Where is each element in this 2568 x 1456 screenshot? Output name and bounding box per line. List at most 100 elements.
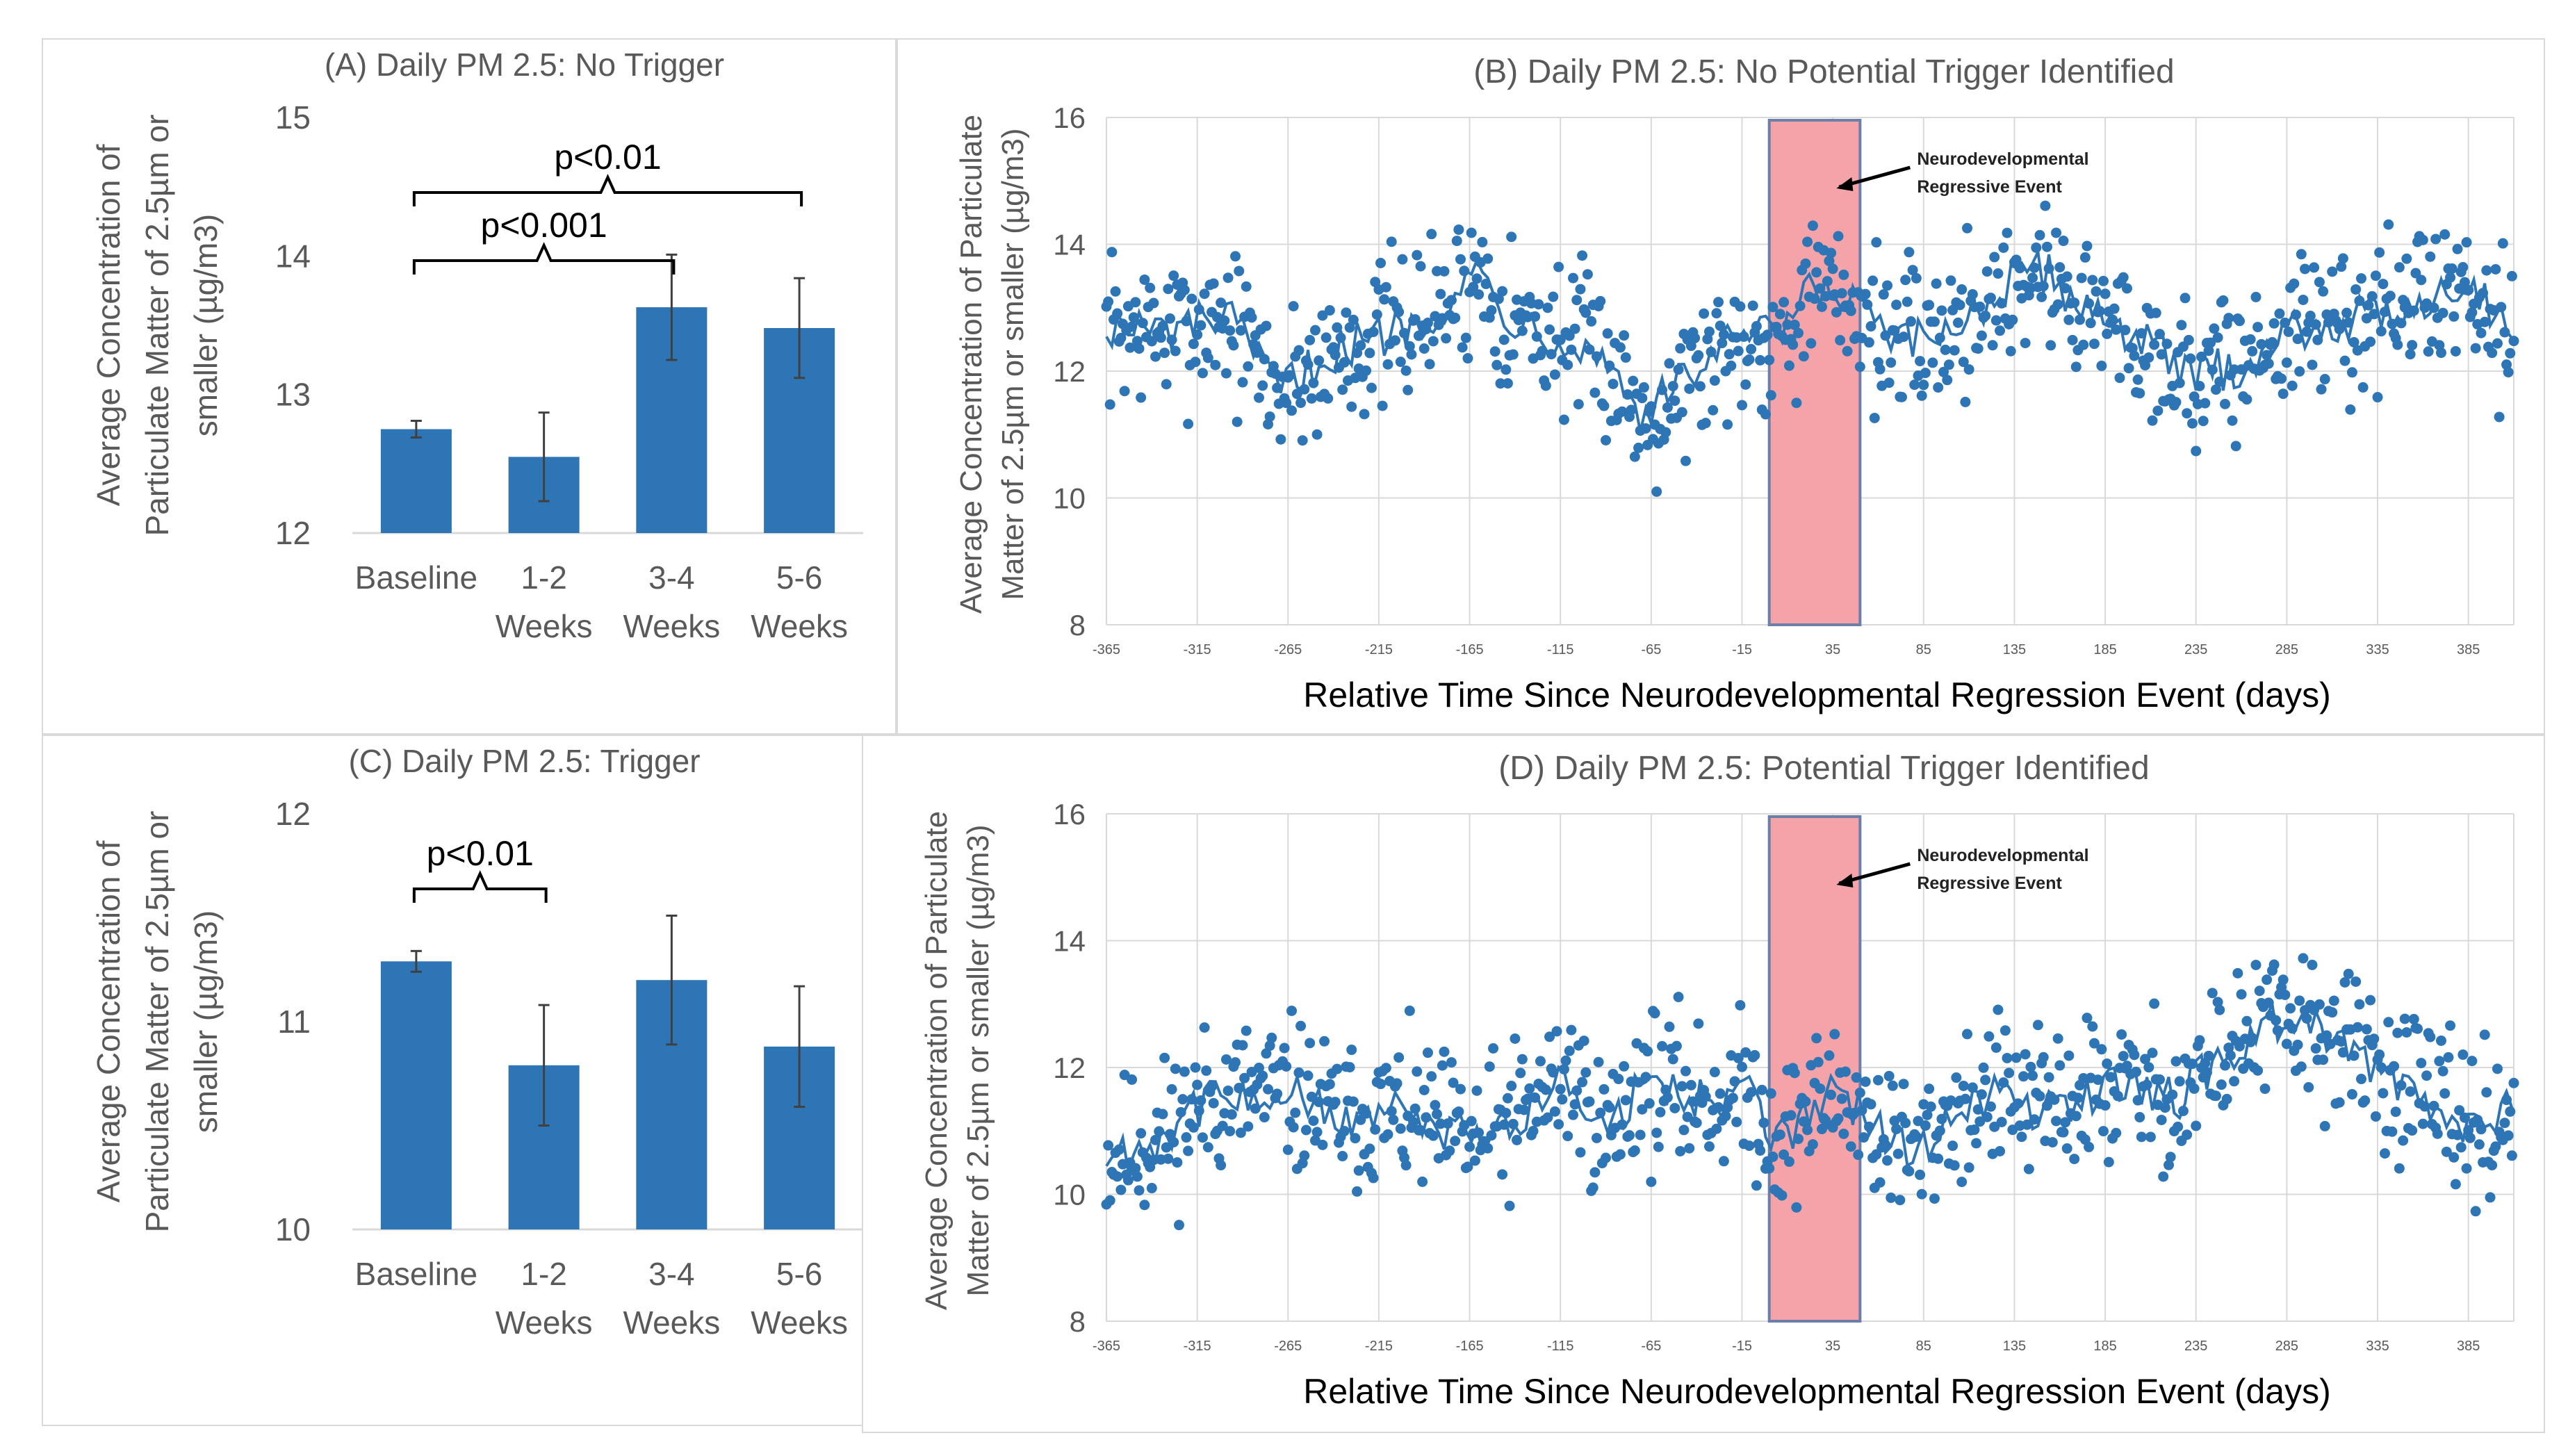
data-point — [1549, 369, 1560, 380]
data-point — [1286, 1005, 1298, 1016]
data-point — [1163, 1153, 1174, 1164]
data-point — [1166, 1083, 1177, 1095]
data-point — [1614, 342, 1626, 353]
data-point — [1388, 1114, 1399, 1125]
data-point — [2034, 229, 2045, 240]
data-point — [1519, 1104, 1530, 1115]
x-tick-label: -215 — [1365, 642, 1393, 657]
data-point — [1450, 312, 1461, 323]
data-point — [2281, 1038, 2292, 1049]
data-point — [1833, 231, 1844, 242]
data-point — [1751, 1180, 1762, 1191]
data-point — [2147, 415, 2158, 426]
data-point — [1867, 275, 1879, 286]
data-point — [1448, 1077, 1459, 1088]
data-point — [1990, 1042, 2002, 1053]
data-point — [1602, 328, 1613, 339]
x-tick-label: -115 — [1547, 1339, 1574, 1354]
significance-bracket — [412, 242, 676, 275]
data-point — [1337, 1151, 1348, 1162]
data-point — [1199, 288, 1210, 300]
data-point — [1286, 405, 1298, 416]
data-point — [1693, 350, 1704, 361]
data-point — [2503, 367, 2514, 378]
data-point — [1230, 251, 1241, 262]
data-point — [2118, 1051, 2129, 1062]
data-point — [1598, 400, 1610, 411]
x-tick-label: 185 — [2093, 1339, 2116, 1354]
x-tick-label: Baseline — [355, 559, 477, 596]
data-point — [1319, 1036, 1330, 1047]
data-point — [2100, 1100, 2111, 1111]
data-point — [1669, 1102, 1680, 1113]
data-point — [2314, 999, 2325, 1010]
data-point — [1874, 363, 1886, 375]
data-point — [1774, 1129, 1785, 1140]
y-axis-label-line: smaller (µg/m3) — [188, 214, 224, 436]
data-point — [2116, 1029, 2127, 1040]
y-tick-label: 15 — [275, 99, 311, 136]
data-point — [2214, 1004, 2225, 1015]
data-point — [2372, 392, 2383, 403]
data-point — [1783, 360, 1794, 371]
data-point — [1217, 1120, 1228, 1131]
x-tick-label: -65 — [1641, 642, 1661, 657]
data-point — [1199, 1022, 1210, 1033]
data-point — [1512, 1134, 1523, 1145]
chart-title: (A) Daily PM 2.5: No Trigger — [325, 47, 724, 83]
data-point — [2209, 323, 2220, 334]
data-point — [2434, 1056, 2445, 1067]
data-point — [1653, 1141, 1664, 1152]
data-point — [2070, 361, 2082, 373]
data-point — [1186, 293, 1197, 304]
data-point — [1813, 1056, 1824, 1068]
data-point — [1422, 1047, 1433, 1058]
data-point — [1571, 1085, 1582, 1096]
data-point — [1871, 237, 1882, 248]
data-point — [2412, 1023, 2423, 1034]
data-point — [2027, 1070, 2038, 1081]
data-point — [1633, 442, 1644, 453]
y-axis-label-line: Particulate Matter of 2.5µm or — [139, 811, 175, 1233]
data-point — [2378, 279, 2389, 290]
data-point — [2485, 1192, 2496, 1203]
data-point — [1261, 320, 1272, 332]
data-point — [1364, 1143, 1375, 1154]
data-point — [2097, 275, 2109, 286]
x-tick-label: 185 — [2093, 642, 2116, 657]
data-point — [2205, 337, 2216, 348]
x-tick-label: 85 — [1916, 1339, 1931, 1354]
data-point — [1927, 357, 1938, 368]
x-tick-label: -15 — [1732, 1339, 1752, 1354]
data-point — [2234, 1040, 2245, 1052]
data-point — [1297, 435, 1308, 446]
data-point — [1617, 406, 1628, 417]
data-point — [1827, 263, 1838, 275]
data-point — [1909, 379, 1920, 391]
data-point — [1544, 324, 1555, 335]
data-point — [1412, 250, 1423, 261]
data-point — [2262, 350, 2273, 361]
data-point — [1842, 345, 1853, 357]
data-point — [1428, 1130, 1439, 1141]
y-axis-label: Average Concentration of Particulate Matt… — [90, 115, 224, 537]
data-point — [2052, 299, 2063, 310]
data-point — [2314, 277, 2325, 288]
data-point — [1124, 342, 1136, 353]
data-point — [1700, 418, 1711, 429]
y-tick-label: 14 — [275, 238, 311, 274]
data-point — [1996, 1116, 2007, 1127]
data-point — [1220, 368, 1232, 379]
data-point — [1136, 1128, 1147, 1139]
data-point — [1225, 1126, 1236, 1137]
data-point — [2132, 374, 2143, 385]
data-point — [1586, 316, 1597, 327]
data-point — [1201, 1065, 1212, 1077]
data-point — [1999, 1025, 2011, 1036]
data-point — [2432, 1128, 2443, 1139]
data-point — [1980, 1074, 1991, 1086]
data-point — [1170, 1063, 1181, 1074]
x-tick-label: Weeks — [496, 1304, 593, 1341]
data-point — [2140, 1054, 2151, 1065]
data-point — [1802, 1124, 1813, 1136]
